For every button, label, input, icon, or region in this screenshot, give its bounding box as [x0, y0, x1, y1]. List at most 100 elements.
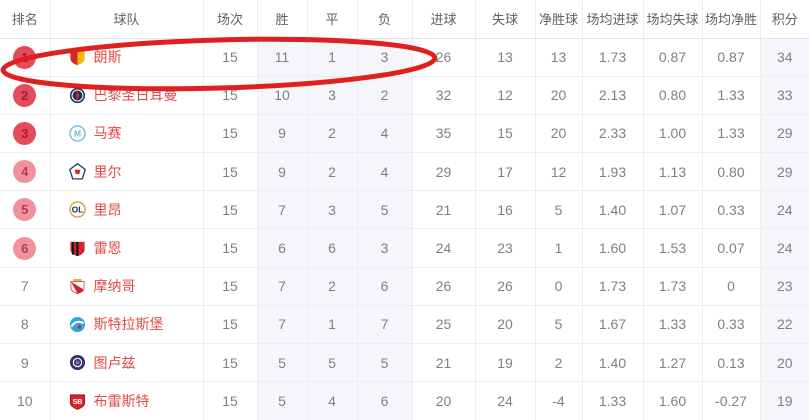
rank-badge: 1	[13, 45, 37, 69]
cell-ga: 20	[474, 304, 535, 344]
cell-avg_gf: 1.60	[581, 228, 643, 268]
cell-avg_ga: 1.27	[642, 342, 702, 382]
rank-badge: 3	[13, 121, 37, 145]
cell-avg_gf: 1.73	[581, 266, 643, 306]
rank-number: 9	[20, 354, 29, 371]
table-header-row: 排名 球队 场次胜平负进球 失球 净胜球 场均进球 场均失球 场均净胜 积分	[0, 0, 809, 39]
cell-points: 24	[759, 228, 809, 268]
cell-gd: 1	[534, 228, 582, 268]
cell-points: 19	[759, 381, 809, 420]
cell-avg_gd: 0.13	[701, 342, 760, 382]
team-entry: 里尔	[68, 162, 203, 182]
cell-draws: 2	[306, 266, 357, 306]
table-row: 7 摩纳哥 15 7 2 6 26 26 0 1.73 1.73 0 23	[0, 266, 809, 306]
cell-played: 15	[202, 190, 257, 229]
cell-wins: 10	[256, 75, 307, 115]
cell-avg_ga: 1.33	[642, 304, 702, 344]
cell-gd: 20	[534, 113, 582, 153]
cell-played: 15	[202, 342, 257, 382]
cell-gf: 32	[411, 75, 475, 115]
team-entry: 斯特拉斯堡	[69, 314, 203, 334]
cell-gd: 5	[534, 190, 582, 229]
lille-logo-icon	[68, 163, 86, 180]
lyon-logo-icon: OL	[68, 201, 86, 219]
cell-wins: 7	[256, 304, 307, 344]
svg-text:SB: SB	[72, 398, 82, 406]
cell-rank: 4	[0, 152, 50, 191]
column-header-gd: 净胜球	[534, 0, 582, 39]
team-entry: OL 里昂	[68, 200, 203, 220]
team-name-link[interactable]: 马赛	[93, 125, 122, 142]
column-header-rank: 排名	[0, 0, 50, 39]
team-name-link[interactable]: 朗斯	[93, 49, 122, 66]
cell-wins: 9	[256, 152, 307, 191]
column-header-played: 场次	[202, 0, 257, 39]
cell-gd: 13	[534, 38, 582, 77]
team-entry: M 马赛	[68, 123, 203, 143]
cell-avg_gd: 1.33	[701, 113, 760, 153]
rank-badge: 2	[13, 83, 37, 107]
team-name-link[interactable]: 雷恩	[93, 240, 122, 257]
team-name-link[interactable]: 巴黎圣日耳曼	[93, 87, 178, 104]
cell-avg_gd: -0.27	[701, 381, 760, 420]
cell-played: 15	[202, 113, 257, 153]
cell-played: 15	[202, 381, 257, 420]
rank-number: 8	[20, 316, 29, 333]
cell-gf: 29	[411, 152, 475, 191]
cell-wins: 5	[256, 381, 307, 420]
cell-draws: 3	[306, 190, 357, 229]
cell-rank: 5	[0, 190, 50, 229]
cell-played: 15	[202, 152, 257, 191]
cell-points: 23	[759, 266, 809, 306]
cell-losses: 6	[356, 266, 412, 306]
cell-wins: 11	[256, 38, 307, 77]
cell-draws: 3	[306, 75, 357, 115]
cell-played: 15	[202, 228, 257, 268]
cell-draws: 4	[306, 381, 357, 420]
cell-gd: 12	[534, 152, 582, 191]
cell-rank: 6	[0, 228, 50, 268]
cell-wins: 5	[256, 342, 307, 382]
team-name-link[interactable]: 摩纳哥	[93, 278, 136, 295]
cell-ga: 13	[474, 38, 535, 77]
rank-number: 10	[16, 393, 33, 410]
team-name-link[interactable]: 里昂	[93, 201, 122, 218]
cell-played: 15	[202, 75, 257, 115]
toulouse-logo-icon	[69, 354, 86, 371]
cell-ga: 17	[474, 152, 535, 191]
cell-ga: 26	[474, 266, 535, 306]
column-header-wins: 胜	[256, 0, 307, 39]
svg-text:M: M	[73, 129, 80, 139]
cell-gd: 20	[534, 75, 582, 115]
svg-text:OL: OL	[71, 205, 83, 215]
cell-team: 雷恩	[49, 228, 203, 268]
cell-team: 图卢兹	[49, 342, 203, 382]
cell-avg_gf: 1.40	[581, 342, 643, 382]
column-header-gf: 进球	[411, 0, 475, 39]
team-name-link[interactable]: 斯特拉斯堡	[93, 316, 164, 333]
cell-losses: 5	[356, 342, 412, 382]
rank-number: 7	[20, 278, 29, 295]
cell-losses: 6	[356, 381, 412, 420]
team-name-link[interactable]: 布雷斯特	[93, 393, 150, 410]
cell-wins: 7	[256, 266, 307, 306]
cell-avg_gf: 1.67	[581, 304, 643, 344]
rennes-logo-icon	[69, 240, 86, 257]
team-name-link[interactable]: 图卢兹	[93, 354, 136, 371]
cell-team: M 马赛	[49, 113, 203, 153]
cell-gf: 26	[411, 266, 475, 306]
team-name-link[interactable]: 里尔	[93, 163, 122, 180]
cell-ga: 19	[474, 342, 535, 382]
cell-losses: 4	[356, 113, 412, 153]
cell-avg_ga: 1.00	[642, 113, 702, 153]
strasbourg-logo-icon	[69, 316, 86, 333]
cell-rank: 9	[0, 342, 50, 382]
column-header-draws: 平	[306, 0, 357, 39]
cell-team: 巴黎圣日耳曼	[49, 75, 203, 115]
cell-gf: 20	[411, 381, 475, 420]
cell-rank: 1	[0, 38, 50, 76]
cell-ga: 16	[474, 190, 535, 229]
cell-rank: 7	[0, 266, 50, 306]
cell-gf: 35	[411, 113, 475, 153]
marseille-logo-icon: M	[68, 125, 86, 142]
